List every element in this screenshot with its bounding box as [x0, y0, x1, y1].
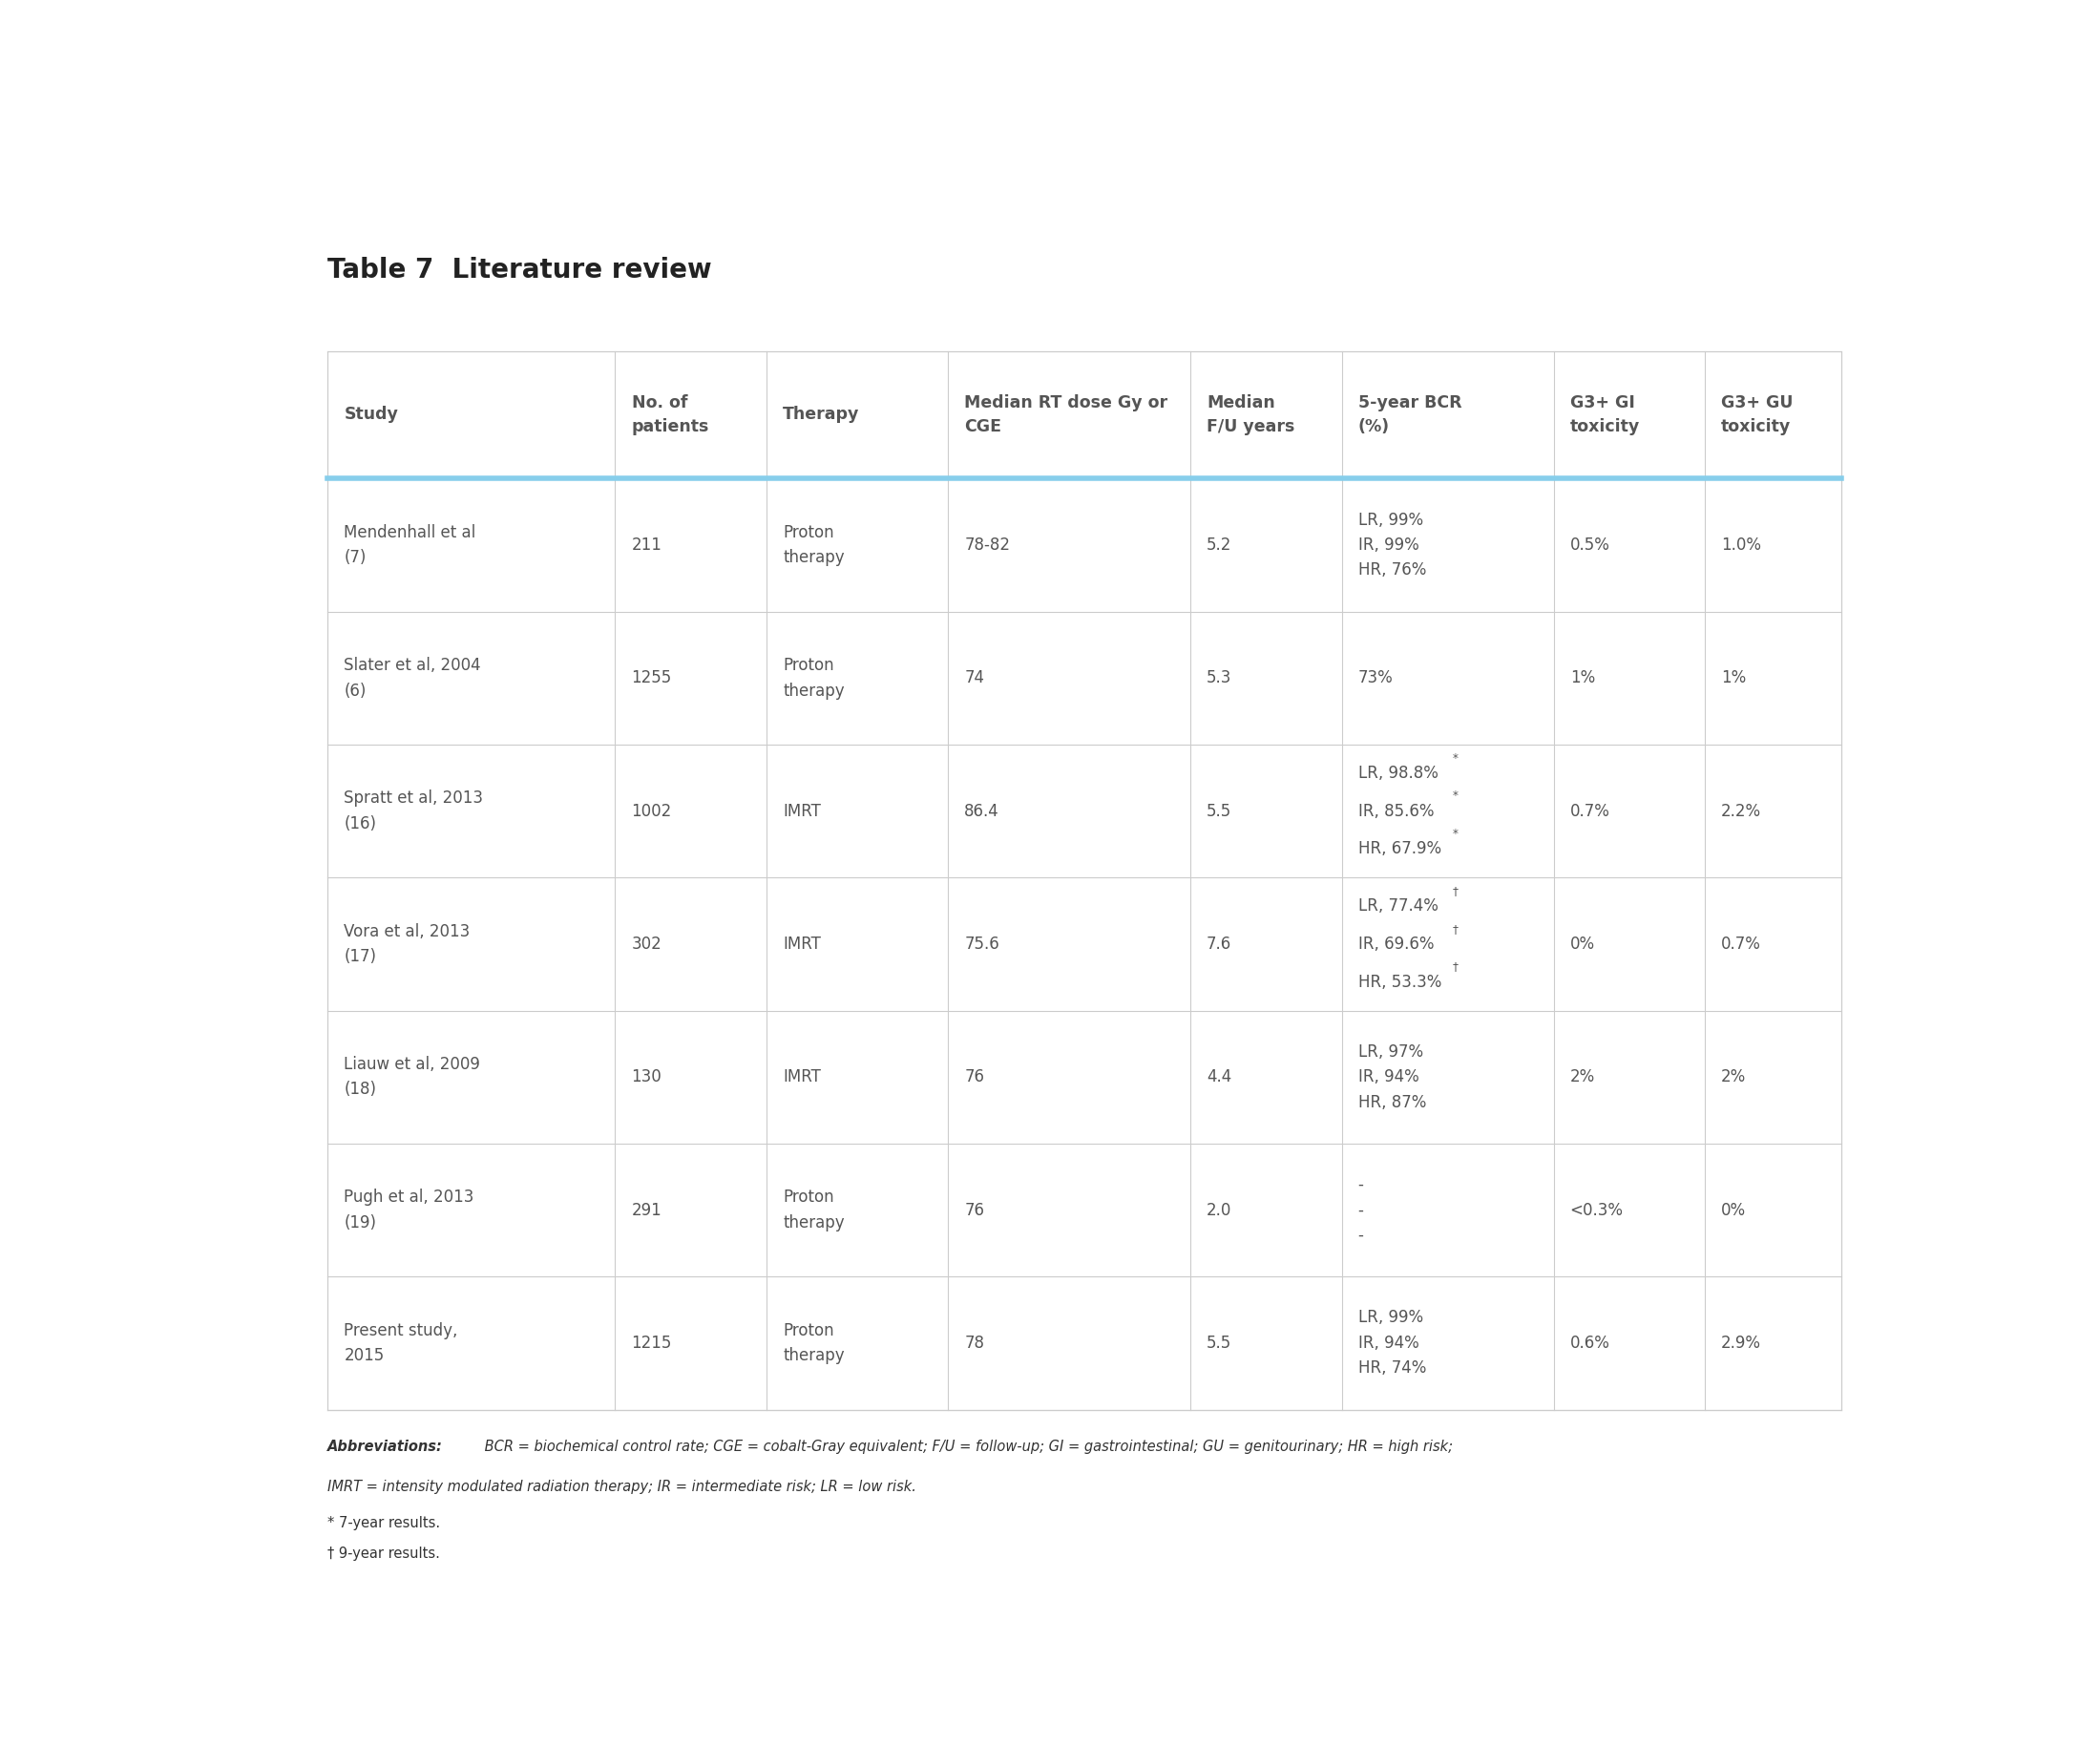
Text: IMRT: IMRT — [783, 802, 821, 819]
Text: 78: 78 — [964, 1335, 985, 1352]
Text: Therapy: Therapy — [783, 407, 859, 423]
Text: 78-82: 78-82 — [964, 536, 1010, 554]
Text: 5.5: 5.5 — [1208, 1335, 1233, 1352]
Text: Present study,
2015: Present study, 2015 — [344, 1322, 458, 1364]
Text: Median
F/U years: Median F/U years — [1208, 395, 1296, 435]
Text: BCR = biochemical control rate; CGE = cobalt-Gray equivalent; F/U = follow-up; G: BCR = biochemical control rate; CGE = co… — [481, 1440, 1453, 1454]
Text: 211: 211 — [632, 536, 662, 554]
Text: Proton
therapy: Proton therapy — [783, 524, 844, 566]
Text: No. of
patients: No. of patients — [632, 395, 710, 435]
Text: Mendenhall et al
(7): Mendenhall et al (7) — [344, 524, 477, 566]
Text: G3+ GI
toxicity: G3+ GI toxicity — [1571, 395, 1640, 435]
Text: Proton
therapy: Proton therapy — [783, 657, 844, 699]
Text: Table 7  Literature review: Table 7 Literature review — [328, 257, 712, 283]
Text: 2.2%: 2.2% — [1722, 802, 1762, 819]
Text: LR, 77.4%: LR, 77.4% — [1359, 898, 1439, 915]
Text: Study: Study — [344, 407, 399, 423]
Text: IR, 69.6%: IR, 69.6% — [1359, 936, 1434, 952]
Text: LR, 99%
IR, 94%
HR, 74%: LR, 99% IR, 94% HR, 74% — [1359, 1309, 1426, 1377]
Text: 73%: 73% — [1359, 669, 1392, 687]
Text: <0.3%: <0.3% — [1571, 1202, 1623, 1219]
Text: 0.7%: 0.7% — [1722, 936, 1762, 952]
Text: Median RT dose Gy or
CGE: Median RT dose Gy or CGE — [964, 395, 1168, 435]
Text: 1.0%: 1.0% — [1722, 536, 1762, 554]
Text: 0.5%: 0.5% — [1571, 536, 1611, 554]
Text: *: * — [1453, 828, 1457, 840]
Text: 1215: 1215 — [632, 1335, 672, 1352]
Text: 2.9%: 2.9% — [1722, 1335, 1762, 1352]
Text: Vora et al, 2013
(17): Vora et al, 2013 (17) — [344, 922, 470, 966]
FancyBboxPatch shape — [328, 351, 1842, 1410]
Text: 74: 74 — [964, 669, 985, 687]
Text: 7.6: 7.6 — [1208, 936, 1233, 952]
Text: Abbreviations:: Abbreviations: — [328, 1440, 443, 1454]
Text: 5.2: 5.2 — [1208, 536, 1233, 554]
Text: *: * — [1453, 790, 1457, 802]
Text: 0.6%: 0.6% — [1571, 1335, 1611, 1352]
Text: 302: 302 — [632, 936, 662, 952]
Text: 130: 130 — [632, 1069, 662, 1085]
Text: IMRT = intensity modulated radiation therapy; IR = intermediate risk; LR = low r: IMRT = intensity modulated radiation the… — [328, 1480, 916, 1494]
Text: 2.0: 2.0 — [1208, 1202, 1233, 1219]
Text: LR, 99%
IR, 99%
HR, 76%: LR, 99% IR, 99% HR, 76% — [1359, 512, 1426, 578]
Text: Proton
therapy: Proton therapy — [783, 1322, 844, 1364]
Text: 0%: 0% — [1571, 936, 1594, 952]
Text: IR, 85.6%: IR, 85.6% — [1359, 802, 1434, 819]
Text: *: * — [1453, 751, 1457, 763]
Text: 0.7%: 0.7% — [1571, 802, 1611, 819]
Text: 76: 76 — [964, 1202, 985, 1219]
Text: Liauw et al, 2009
(18): Liauw et al, 2009 (18) — [344, 1055, 481, 1099]
Text: 0%: 0% — [1722, 1202, 1747, 1219]
Text: 86.4: 86.4 — [964, 802, 1000, 819]
Text: 75.6: 75.6 — [964, 936, 1000, 952]
Text: LR, 97%
IR, 94%
HR, 87%: LR, 97% IR, 94% HR, 87% — [1359, 1043, 1426, 1111]
Text: Slater et al, 2004
(6): Slater et al, 2004 (6) — [344, 657, 481, 699]
Text: † 9-year results.: † 9-year results. — [328, 1546, 441, 1562]
Text: IMRT: IMRT — [783, 1069, 821, 1085]
Text: 76: 76 — [964, 1069, 985, 1085]
Text: 5.5: 5.5 — [1208, 802, 1233, 819]
Text: 1%: 1% — [1571, 669, 1594, 687]
Text: †: † — [1453, 884, 1457, 898]
Text: IMRT: IMRT — [783, 936, 821, 952]
Text: 1%: 1% — [1722, 669, 1747, 687]
Text: Proton
therapy: Proton therapy — [783, 1190, 844, 1232]
Text: G3+ GU
toxicity: G3+ GU toxicity — [1722, 395, 1793, 435]
Text: 1002: 1002 — [632, 802, 672, 819]
Text: * 7-year results.: * 7-year results. — [328, 1516, 441, 1530]
Text: LR, 98.8%: LR, 98.8% — [1359, 765, 1439, 783]
Text: HR, 53.3%: HR, 53.3% — [1359, 973, 1441, 991]
Text: HR, 67.9%: HR, 67.9% — [1359, 840, 1441, 858]
Text: 291: 291 — [632, 1202, 662, 1219]
Text: †: † — [1453, 961, 1457, 973]
Text: 5-year BCR
(%): 5-year BCR (%) — [1359, 395, 1462, 435]
Text: †: † — [1453, 922, 1457, 935]
Text: 2%: 2% — [1722, 1069, 1747, 1085]
Text: Spratt et al, 2013
(16): Spratt et al, 2013 (16) — [344, 790, 483, 832]
Text: 4.4: 4.4 — [1208, 1069, 1233, 1085]
Text: -
-
-: - - - — [1359, 1176, 1363, 1244]
Text: 1255: 1255 — [632, 669, 672, 687]
Text: 5.3: 5.3 — [1208, 669, 1233, 687]
Text: Pugh et al, 2013
(19): Pugh et al, 2013 (19) — [344, 1190, 475, 1232]
Text: 2%: 2% — [1571, 1069, 1594, 1085]
